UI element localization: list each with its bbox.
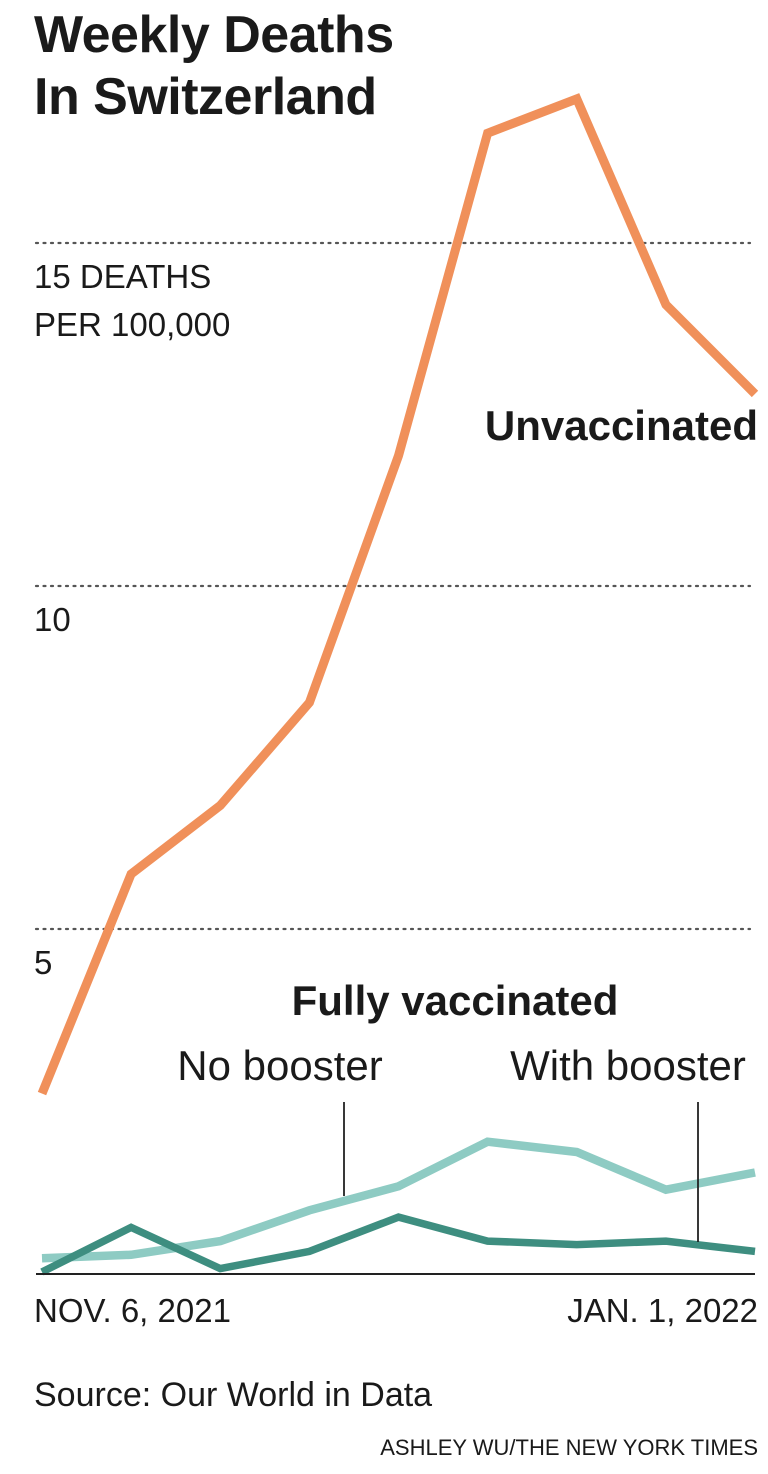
series-lines — [37, 93, 759, 1276]
gridlines — [34, 241, 752, 931]
title-line-2: In Switzerland — [34, 68, 377, 126]
credit-line: ASHLEY WU/THE NEW YORK TIMES — [380, 1435, 758, 1460]
x-tick-label-end: JAN. 1, 2022 — [567, 1292, 758, 1329]
x-tick-label-start: NOV. 6, 2021 — [34, 1292, 231, 1329]
fully-vaccinated-label: Fully vaccinated — [292, 977, 619, 1024]
y-tick-labels: 5 10 15 DEATHS PER 100,000 — [34, 258, 230, 981]
no-booster-label: No booster — [177, 1042, 382, 1089]
chart-title: Weekly Deaths In Switzerland — [34, 4, 394, 128]
y-tick-label: 10 — [34, 601, 71, 638]
title-line-1: Weekly Deaths — [34, 6, 394, 64]
source-note: Source: Our World in Data — [34, 1376, 433, 1414]
with-booster-line — [40, 1213, 756, 1276]
y-tick-label: 15 DEATHS — [34, 258, 211, 295]
unvaccinated-line — [37, 93, 759, 1096]
with-booster-label: With booster — [510, 1042, 746, 1089]
no-booster-line — [41, 1137, 756, 1263]
y-tick-label: 5 — [34, 944, 52, 981]
y-axis-unit-label: PER 100,000 — [34, 306, 230, 343]
unvaccinated-label: Unvaccinated — [485, 402, 758, 449]
